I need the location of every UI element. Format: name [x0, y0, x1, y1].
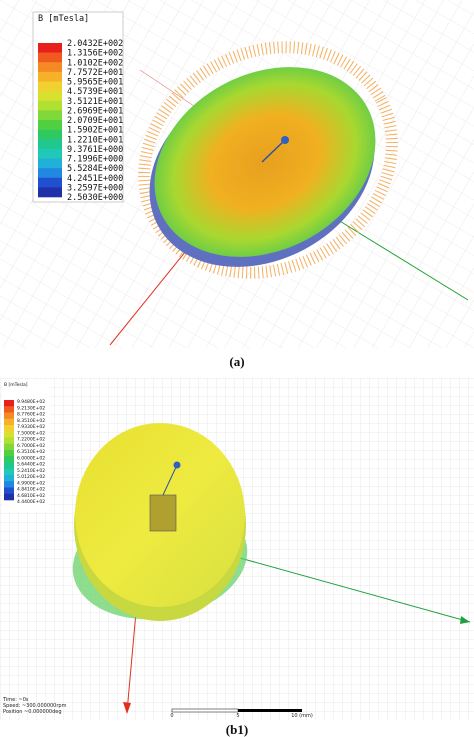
- arrow-head: [123, 702, 131, 714]
- shaft: [261, 139, 286, 163]
- legend-label: 4.2451E+000: [67, 174, 123, 184]
- legend-swatch: [4, 443, 14, 451]
- legend-swatch: [38, 148, 62, 159]
- legend-label: 7.1996E+000: [67, 155, 123, 165]
- legend-swatch: [4, 450, 14, 457]
- caption: (b1): [226, 722, 248, 737]
- legend-title: B [mTesla]: [38, 14, 89, 24]
- legend-label: 5.5284E+000: [67, 164, 123, 174]
- legend-swatch: [38, 52, 62, 63]
- legend-title: B [mTesla]: [4, 382, 28, 388]
- shaft-end: [173, 461, 181, 469]
- legend-label: 5.0120E+02: [17, 474, 45, 480]
- legend-label: 2.5030E+000: [67, 193, 123, 203]
- legend-label: 1.2210E+001: [67, 135, 123, 145]
- legend-label: 9.9480E+02: [17, 399, 45, 405]
- legend-label: 4.9900E+02: [17, 480, 45, 486]
- panel-a: B [mTesla] 2.0432E+0021.3156E+0021.0102E…: [0, 0, 474, 369]
- legend-label: 6.7000E+02: [17, 443, 45, 449]
- legend-swatch: [4, 437, 14, 445]
- legend-label: 4.4400E+02: [17, 499, 45, 505]
- legend-swatch: [38, 158, 62, 169]
- info-text: Speed: ~300.000000rpm: [3, 703, 67, 709]
- legend-label: 6.0000E+02: [17, 455, 45, 461]
- legend-swatch: [38, 71, 62, 82]
- caption: (a): [229, 354, 244, 369]
- legend-label: 1.5902E+001: [67, 126, 123, 136]
- legend-label: 7.2200E+02: [17, 437, 45, 443]
- legend-label: 5.9565E+001: [67, 78, 123, 88]
- axis-y: [239, 557, 471, 623]
- legend-label: 7.5000E+02: [17, 430, 45, 436]
- legend-label: 2.0709E+001: [67, 116, 123, 126]
- legend-swatch: [38, 62, 62, 73]
- legend-swatch: [4, 487, 14, 495]
- shaft-end: [281, 136, 289, 144]
- legend-label: 8.7760E+02: [17, 412, 45, 418]
- legend-label: 4.6810E+02: [17, 493, 45, 499]
- panel-b1: B [mTesla] 9.9480E+029.2130E+028.7760E+0…: [0, 378, 474, 737]
- legend: 9.9480E+029.2130E+028.7760E+028.3510E+02…: [4, 399, 45, 505]
- legend-swatch: [38, 81, 62, 92]
- info-text: Time: ~0s: [2, 697, 29, 703]
- legend-swatch: [38, 43, 62, 53]
- legend-swatch: [4, 418, 14, 426]
- legend-swatch: [38, 129, 62, 140]
- legend-swatch: [4, 406, 14, 413]
- axis-y: [329, 214, 469, 301]
- shaft: [162, 464, 178, 496]
- arrow-head: [460, 616, 470, 624]
- legend-label: 6.3510E+02: [17, 449, 45, 455]
- legend-swatch: [4, 456, 14, 463]
- legend-label: 9.3761E+000: [67, 145, 123, 155]
- scale-bar: [171, 708, 239, 713]
- legend-label: 3.5121E+001: [67, 97, 123, 107]
- legend-label: 1.3156E+002: [67, 49, 123, 59]
- info-text: Position ~0.000000deg: [3, 709, 62, 715]
- legend-label: 8.3510E+02: [17, 418, 45, 424]
- legend-label: 4.5739E+001: [67, 87, 123, 97]
- legend-swatch: [4, 425, 14, 432]
- legend-swatch: [38, 177, 62, 188]
- legend-swatch: [38, 100, 62, 111]
- legend-swatch: [38, 120, 62, 130]
- legend-label: 1.0102E+002: [67, 58, 123, 68]
- legend-swatch: [4, 475, 14, 482]
- legend-swatch: [4, 468, 14, 476]
- axis-faint: [139, 69, 201, 111]
- legend-swatch: [4, 481, 14, 488]
- legend: 2.0432E+0021.3156E+0021.0102E+0027.7572E…: [38, 39, 123, 203]
- legend-label: 7.9330E+02: [17, 424, 45, 430]
- legend-swatch: [4, 431, 14, 438]
- scale-bar: [238, 709, 302, 712]
- legend-swatch: [4, 462, 14, 470]
- legend-swatch: [38, 168, 62, 179]
- scale-label: 5: [236, 713, 239, 719]
- field-vectors: [138, 41, 398, 279]
- legend-label: 5.2410E+02: [17, 468, 45, 474]
- disc-surface: [154, 67, 376, 257]
- legend-label: 2.0432E+002: [67, 39, 123, 49]
- legend-label: 4.8410E+02: [17, 487, 45, 493]
- legend-label: 3.2597E+000: [67, 183, 123, 193]
- legend-swatch: [38, 187, 62, 198]
- legend-swatch: [4, 400, 14, 407]
- legend-label: 9.2130E+02: [17, 405, 45, 411]
- scale-label: 0: [170, 713, 173, 719]
- legend-swatch: [38, 91, 62, 102]
- legend-swatch: [38, 139, 62, 150]
- legend-swatch: [4, 493, 14, 501]
- legend-label: 2.6969E+001: [67, 106, 123, 116]
- legend-swatch: [38, 110, 62, 121]
- scale-label: 10 (mm): [291, 713, 313, 719]
- legend-label: 7.7572E+001: [67, 68, 123, 78]
- legend-swatch: [4, 412, 14, 420]
- legend-label: 5.6440E+02: [17, 462, 45, 468]
- magnet: [149, 494, 177, 532]
